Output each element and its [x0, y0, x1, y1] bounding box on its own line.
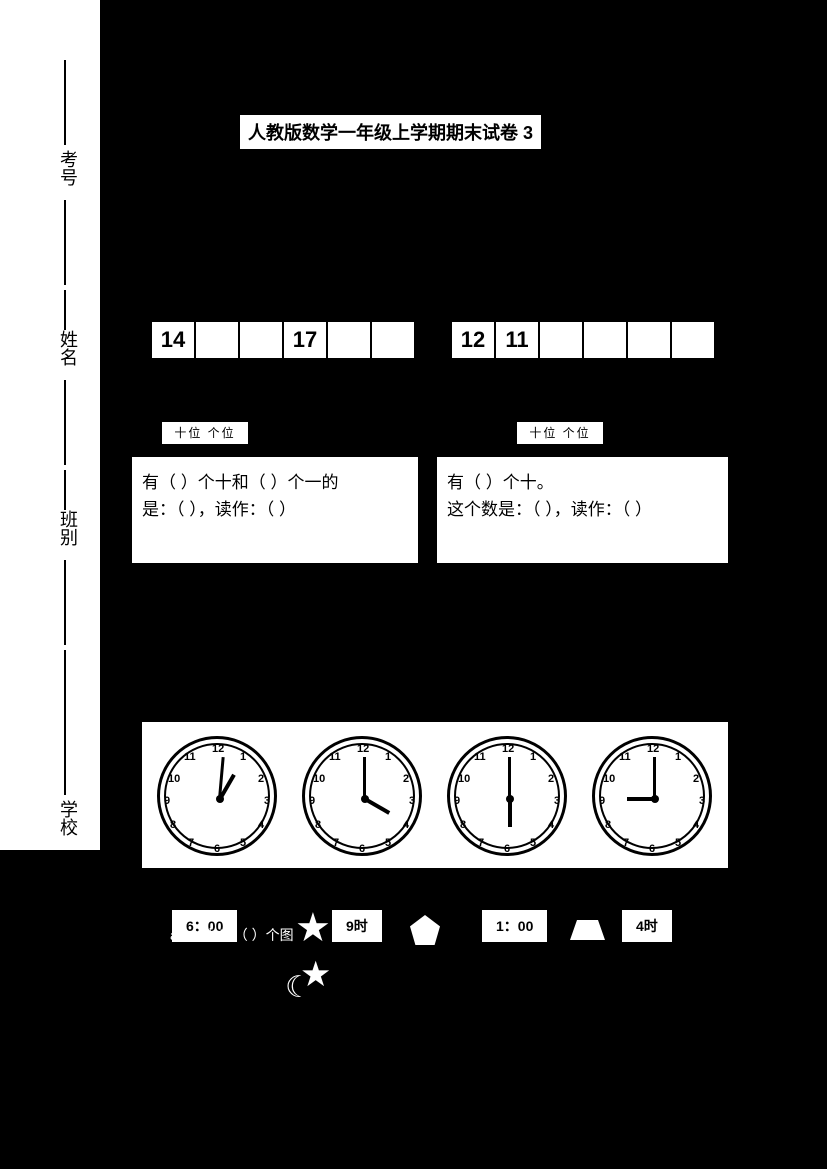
cell[interactable] [239, 321, 283, 359]
cell[interactable] [371, 321, 415, 359]
cell[interactable] [583, 321, 627, 359]
side-line [64, 470, 66, 510]
time-box: 4时 [620, 908, 674, 944]
text-line: 是：（ ），读作：（ ） [142, 496, 408, 523]
label-school: 学校 [55, 800, 81, 836]
clock-2: 121234567891011 [302, 736, 422, 856]
cell[interactable] [539, 321, 583, 359]
bead-icon [212, 408, 234, 419]
cell[interactable] [195, 321, 239, 359]
number-table-2: 12 11 [450, 320, 716, 360]
bead-icon [537, 408, 559, 419]
cell[interactable] [327, 321, 371, 359]
moon-icon: ☾ [285, 970, 312, 1005]
page-title: 人教版数学一年级上学期期末试卷 3 [240, 115, 541, 149]
trapezoid-icon [570, 920, 605, 940]
question-box-1: 有（ ）个十和（ ）个一的 是：（ ），读作：（ ） [130, 455, 420, 565]
side-line [64, 560, 66, 645]
text-line: 这个数是：（ ），读作：（ ） [447, 496, 718, 523]
star-icon: ★ [295, 905, 331, 951]
side-line [64, 380, 66, 465]
cell[interactable] [627, 321, 671, 359]
bead-icon [537, 396, 559, 407]
label-exam-no: 考号 [55, 150, 81, 186]
side-line [64, 200, 66, 285]
pentagon-icon [410, 915, 440, 945]
side-line [64, 60, 66, 145]
time-box: 9时 [330, 908, 384, 944]
clock-4: 121234567891011 [592, 736, 712, 856]
question-box-2: 有（ ）个十。 这个数是：（ ），读作：（ ） [435, 455, 730, 565]
shapes-text: a）一共有（ ）个图 [170, 925, 294, 945]
text-line: 有（ ）个十。 [447, 469, 718, 496]
side-line [64, 290, 66, 330]
sidebar: 考号 姓名 班别 学校 [0, 0, 100, 850]
clock-3: 121234567891011 [447, 736, 567, 856]
cell[interactable] [671, 321, 715, 359]
label-class: 班别 [55, 510, 81, 546]
cell[interactable]: 11 [495, 321, 539, 359]
number-table-1: 14 17 [150, 320, 416, 360]
bead-icon [212, 396, 234, 407]
text-line: 有（ ）个十和（ ）个一的 [142, 469, 408, 496]
clock-panel: 121234567891011 121234567891011 12123456… [140, 720, 730, 870]
time-box: 1：00 [480, 908, 549, 944]
abacus-label: 十位 个位 [160, 420, 250, 446]
cell[interactable]: 14 [151, 321, 195, 359]
abacus-label: 十位 个位 [515, 420, 605, 446]
bead-icon [175, 408, 197, 419]
side-line [64, 650, 66, 795]
clock-1: 121234567891011 [157, 736, 277, 856]
label-name: 姓名 [55, 330, 81, 366]
cell[interactable]: 17 [283, 321, 327, 359]
cell[interactable]: 12 [451, 321, 495, 359]
